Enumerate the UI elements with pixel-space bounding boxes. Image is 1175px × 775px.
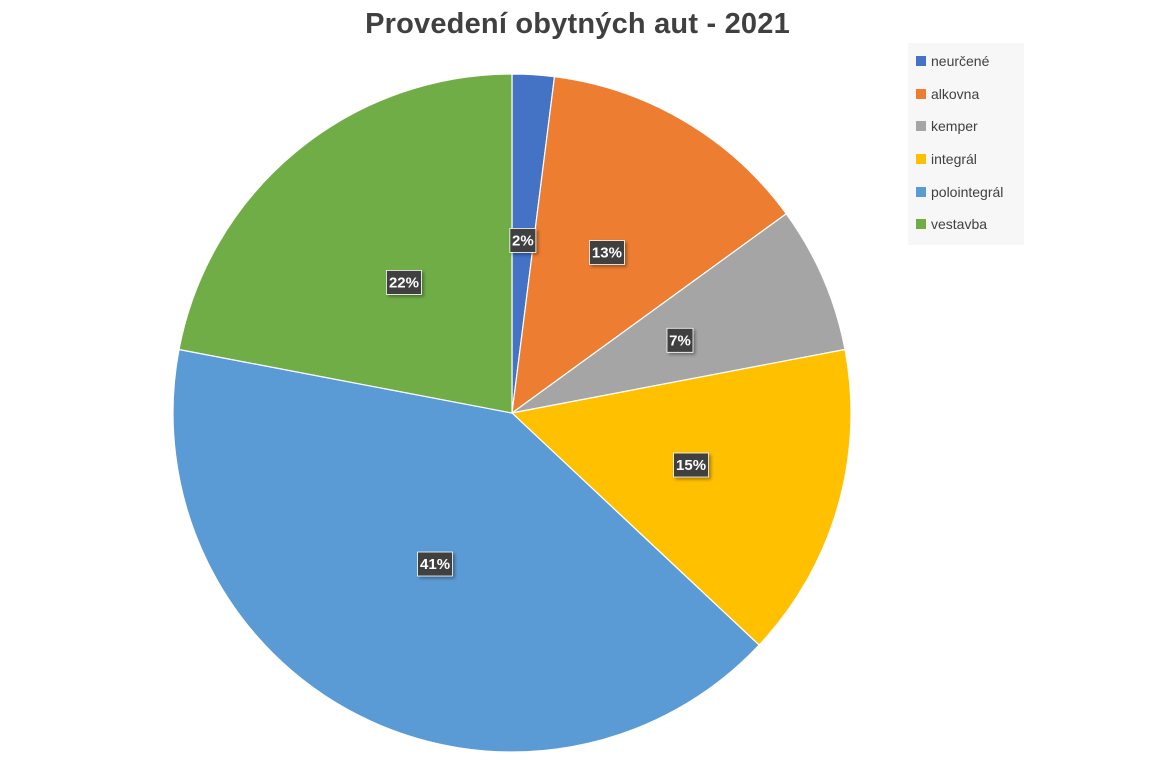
pie-slice-5[interactable] xyxy=(172,348,760,753)
legend-label: neurčené xyxy=(931,53,990,70)
legend: neurčené alkovna kemper integrál poloint… xyxy=(908,43,1024,245)
pie-slices xyxy=(172,73,852,753)
pie-data-labels: 2% 13% 7% 15% 41% 22% xyxy=(386,228,709,577)
pie-data-label-text: 13% xyxy=(592,245,622,262)
pie-data-label-text: 15% xyxy=(676,457,706,474)
chart-title: Provedení obytných aut - 2021 xyxy=(365,8,790,40)
legend-swatch xyxy=(916,121,926,132)
legend-entry[interactable]: vestavba xyxy=(908,208,1024,241)
legend-entry[interactable]: neurčené xyxy=(908,45,1024,78)
pie-data-label: 22% xyxy=(386,269,422,295)
legend-entry[interactable]: polointegrál xyxy=(908,175,1024,208)
legend-swatch xyxy=(916,56,926,67)
pie-data-label-box xyxy=(509,228,537,253)
legend-swatch xyxy=(916,88,926,99)
pie-data-label: 41% xyxy=(417,551,453,577)
legend-swatch xyxy=(916,186,926,197)
pie-data-label-box xyxy=(417,551,453,577)
pie-data-label: 13% xyxy=(589,240,625,265)
pie-slice-2[interactable] xyxy=(511,76,788,415)
pie-data-label-text: 7% xyxy=(669,332,691,349)
legend-swatch xyxy=(916,154,926,165)
pie-data-label-text: 22% xyxy=(389,274,419,291)
legend-label: polointegrál xyxy=(931,183,1004,200)
pie-data-label-box xyxy=(589,240,625,265)
pie-slice-6[interactable] xyxy=(178,73,513,414)
legend-entry[interactable]: kemper xyxy=(908,110,1024,143)
pie-data-label-box xyxy=(386,269,422,295)
legend-entry[interactable]: alkovna xyxy=(908,78,1024,111)
legend-entry[interactable]: integrál xyxy=(908,143,1024,176)
pie-data-label: 2% xyxy=(509,228,537,253)
legend-label: vestavba xyxy=(931,216,988,233)
pie-data-label: 15% xyxy=(673,452,709,478)
pie-data-label-text: 2% xyxy=(512,232,534,249)
pie-slice-4[interactable] xyxy=(510,348,852,646)
pie-data-label: 7% xyxy=(666,327,694,353)
pie-data-label-text: 41% xyxy=(420,556,450,573)
legend-swatch xyxy=(916,219,926,230)
pie-slice-3[interactable] xyxy=(511,212,846,414)
pie-data-label-box xyxy=(673,452,709,478)
legend-label: integrál xyxy=(931,151,977,168)
legend-label: kemper xyxy=(931,118,978,135)
legend-label: alkovna xyxy=(931,85,980,102)
pie-data-label-box xyxy=(666,327,694,353)
